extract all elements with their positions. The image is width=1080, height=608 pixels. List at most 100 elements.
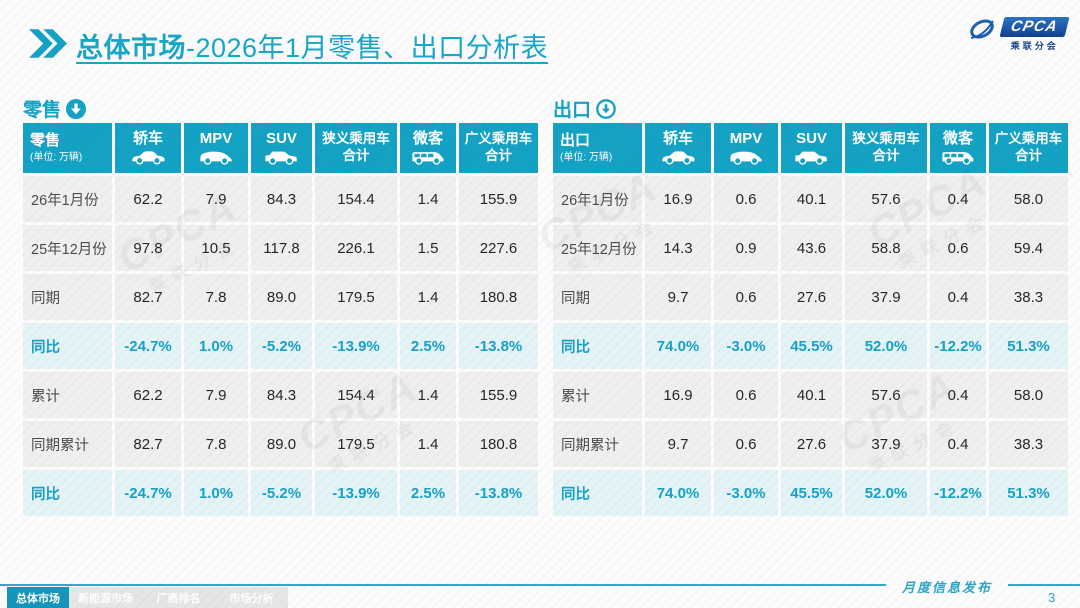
table-cell: 45.5%	[781, 323, 842, 369]
row-label: 同比	[23, 323, 112, 369]
table-cell: 180.8	[459, 274, 538, 320]
table-cell: 1.0%	[184, 470, 248, 516]
table-cell: 52.0%	[845, 323, 927, 369]
retail-section-title: 零售	[23, 100, 62, 121]
column-header-label: 狭义乘用车 合计	[322, 131, 390, 163]
footer-tabs: 总体市场 新能源市场 厂商排名 市场分析	[7, 587, 288, 608]
row-label: 同比	[23, 470, 112, 516]
table-cell: 0.6	[714, 372, 778, 418]
row-label: 25年12月份	[553, 225, 642, 271]
table-cell: 14.3	[645, 225, 711, 271]
microvan-car-icon	[940, 149, 977, 165]
export-table: 出口 (单位: 万辆) 轿车 MPV SUV 狭义乘用车 合计 微客 广义乘用车 合计 26年1月份…	[553, 123, 1068, 516]
row-label: 26年1月份	[553, 176, 642, 222]
table-cell: 1.4	[400, 274, 456, 320]
table-cell: -3.0%	[714, 470, 778, 516]
corner-title: 零售	[30, 131, 61, 149]
table-cell: 180.8	[459, 421, 538, 467]
table-cell: 84.3	[251, 176, 312, 222]
table-cell: 0.6	[714, 421, 778, 467]
cpca-logo-text: CPCA	[999, 17, 1070, 37]
table-cell: 154.4	[315, 372, 397, 418]
microvan-car-icon	[410, 149, 447, 165]
table-cell: -12.2%	[930, 323, 986, 369]
table-cell: 62.2	[115, 372, 181, 418]
column-header-label: 轿车	[662, 129, 693, 147]
publish-label: 月度信息发布	[886, 574, 1008, 599]
table-cell: 1.4	[400, 421, 456, 467]
table-cell: 82.7	[115, 421, 181, 467]
row-label: 同期累计	[553, 421, 642, 467]
suv-car-icon	[263, 149, 300, 165]
table-cell: 57.6	[845, 372, 927, 418]
unit-note: (单位: 万辆)	[30, 152, 83, 164]
table-cell: 27.6	[781, 421, 842, 467]
column-header: 广义乘用车 合计	[459, 123, 538, 173]
table-cell: 7.8	[184, 274, 248, 320]
column-header-label: 微客	[412, 129, 443, 147]
row-label: 累计	[23, 372, 112, 418]
table-cell: 226.1	[315, 225, 397, 271]
table-cell: 154.4	[315, 176, 397, 222]
table-cell: -5.2%	[251, 323, 312, 369]
table-cell: -24.7%	[115, 323, 181, 369]
table-cell: 117.8	[251, 225, 312, 271]
column-header-label: 轿车	[132, 129, 163, 147]
table-cell: 1.0%	[184, 323, 248, 369]
table-cell: 0.6	[714, 176, 778, 222]
double-chevron-icon	[29, 29, 67, 58]
table-cell: 38.3	[989, 421, 1068, 467]
footer-tab-市场分析[interactable]: 市场分析	[215, 587, 288, 608]
table-cell: 155.9	[459, 176, 538, 222]
table-cell: 0.6	[714, 274, 778, 320]
footer-tab-厂商排名[interactable]: 厂商排名	[142, 587, 215, 608]
retail-section-label: 零售	[23, 95, 87, 122]
table-cell: 51.3%	[989, 470, 1068, 516]
table-cell: 40.1	[781, 176, 842, 222]
table-cell: -24.7%	[115, 470, 181, 516]
column-header: SUV	[781, 123, 842, 173]
suv-car-icon	[793, 149, 830, 165]
table-cell: 59.4	[989, 225, 1068, 271]
mpv-car-icon	[198, 149, 235, 165]
page-number: 3	[1048, 590, 1056, 605]
table-cell: 89.0	[251, 274, 312, 320]
table-cell: 0.4	[930, 372, 986, 418]
table-cell: 58.0	[989, 372, 1068, 418]
table-corner-cell: 出口 (单位: 万辆)	[553, 123, 642, 173]
column-header-label: 微客	[942, 129, 973, 147]
footer-divider-line	[0, 584, 1080, 586]
table-cell: 2.5%	[400, 323, 456, 369]
table-cell: 16.9	[645, 176, 711, 222]
table-cell: 45.5%	[781, 470, 842, 516]
table-cell: 0.9	[714, 225, 778, 271]
table-cell: 2.5%	[400, 470, 456, 516]
column-header: MPV	[714, 123, 778, 173]
table-cell: -13.8%	[459, 323, 538, 369]
table-cell: 7.9	[184, 372, 248, 418]
row-label: 26年1月份	[23, 176, 112, 222]
corner-title: 出口	[560, 131, 591, 149]
footer-tab-新能源市场[interactable]: 新能源市场	[69, 587, 142, 608]
column-header: 广义乘用车 合计	[989, 123, 1068, 173]
column-header: 微客	[930, 123, 986, 173]
table-cell: 97.8	[115, 225, 181, 271]
column-header-label: 广义乘用车 合计	[464, 131, 533, 163]
table-cell: 0.4	[930, 176, 986, 222]
column-header-label: 广义乘用车 合计	[994, 131, 1063, 163]
page-title: 总体市场-2026年1月零售、出口分析表	[76, 26, 548, 65]
footer-tab-总体市场[interactable]: 总体市场	[7, 587, 69, 608]
table-cell: 9.7	[645, 274, 711, 320]
table-cell: 58.0	[989, 176, 1068, 222]
table-cell: 37.9	[845, 421, 927, 467]
cpca-logo-subtitle: 乘联分会	[1010, 41, 1059, 51]
cpca-swoosh-icon	[970, 19, 995, 39]
table-cell: 89.0	[251, 421, 312, 467]
table-cell: -5.2%	[251, 470, 312, 516]
table-cell: 27.6	[781, 274, 842, 320]
column-header: 微客	[400, 123, 456, 173]
table-cell: 40.1	[781, 372, 842, 418]
table-cell: -13.8%	[459, 470, 538, 516]
table-cell: 57.6	[845, 176, 927, 222]
